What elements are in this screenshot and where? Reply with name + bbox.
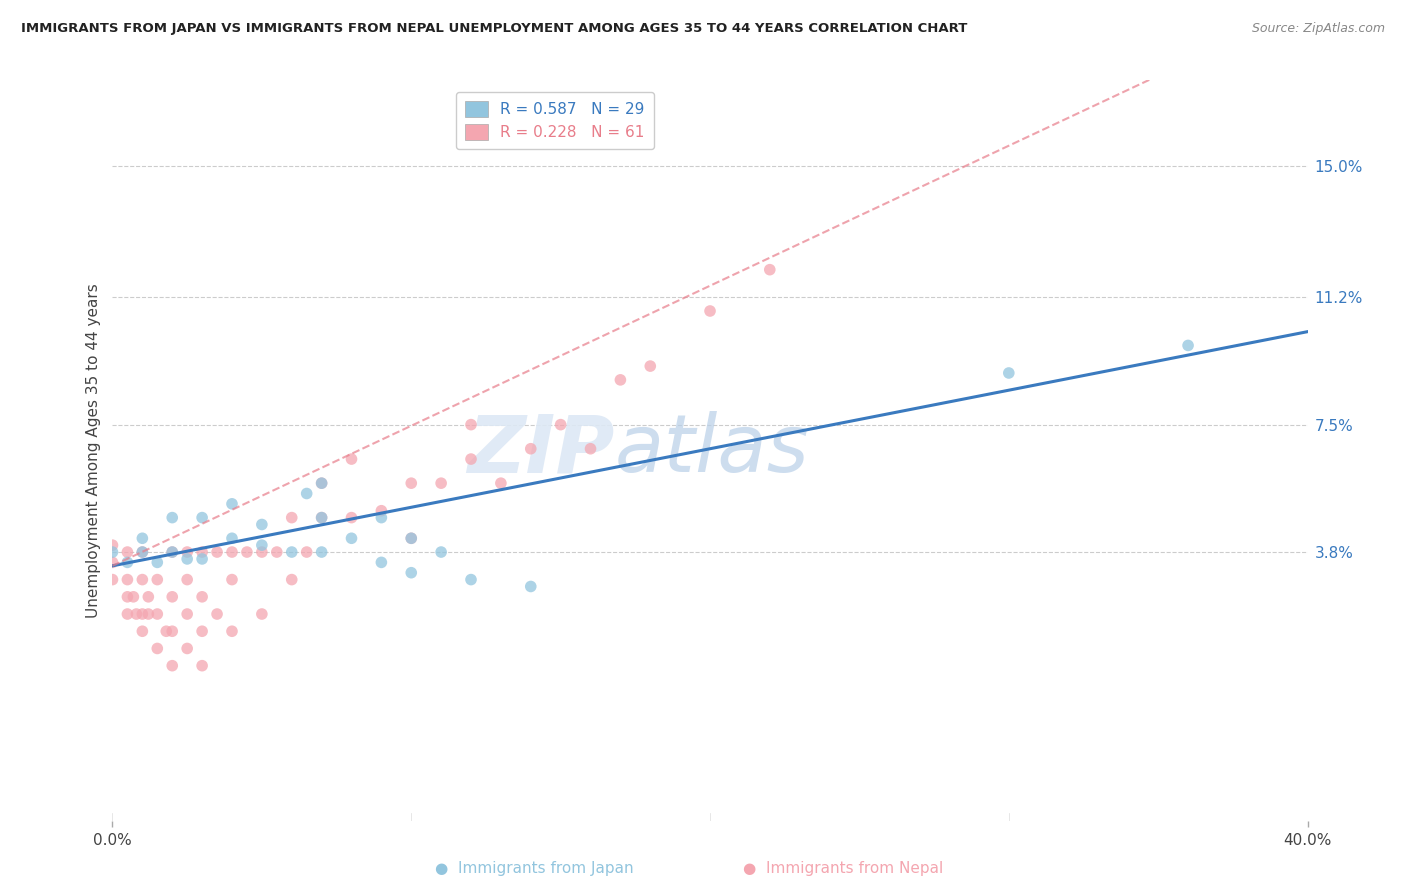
- Point: [162, 545, 183, 559]
- Point: [370, 555, 392, 569]
- Point: [221, 545, 243, 559]
- Point: [550, 417, 572, 432]
- Point: [311, 476, 333, 491]
- Point: [401, 531, 423, 545]
- Point: [131, 545, 153, 559]
- Text: ZIP: ZIP: [467, 411, 614, 490]
- Point: [401, 566, 423, 580]
- Point: [221, 531, 243, 545]
- Text: IMMIGRANTS FROM JAPAN VS IMMIGRANTS FROM NEPAL UNEMPLOYMENT AMONG AGES 35 TO 44 : IMMIGRANTS FROM JAPAN VS IMMIGRANTS FROM…: [21, 22, 967, 36]
- Point: [640, 359, 662, 373]
- Point: [146, 607, 169, 621]
- Point: [430, 476, 453, 491]
- Point: [191, 624, 214, 639]
- Point: [146, 555, 169, 569]
- Point: [250, 545, 273, 559]
- Point: [221, 497, 243, 511]
- Point: [191, 590, 214, 604]
- Point: [101, 538, 124, 552]
- Point: [205, 545, 228, 559]
- Point: [295, 545, 318, 559]
- Y-axis label: Unemployment Among Ages 35 to 44 years: Unemployment Among Ages 35 to 44 years: [86, 283, 101, 618]
- Point: [176, 573, 198, 587]
- Point: [155, 624, 177, 639]
- Point: [117, 607, 139, 621]
- Point: [131, 573, 153, 587]
- Point: [162, 658, 183, 673]
- Point: [340, 452, 363, 467]
- Point: [281, 510, 304, 524]
- Point: [266, 545, 288, 559]
- Point: [311, 510, 333, 524]
- Point: [295, 486, 318, 500]
- Point: [401, 531, 423, 545]
- Point: [162, 590, 183, 604]
- Point: [125, 607, 148, 621]
- Point: [176, 545, 198, 559]
- Point: [138, 590, 160, 604]
- Point: [138, 607, 160, 621]
- Point: [191, 545, 214, 559]
- Point: [221, 573, 243, 587]
- Point: [520, 442, 543, 456]
- Text: atlas: atlas: [614, 411, 810, 490]
- Text: ●  Immigrants from Japan: ● Immigrants from Japan: [434, 861, 634, 876]
- Text: ●  Immigrants from Nepal: ● Immigrants from Nepal: [744, 861, 943, 876]
- Point: [699, 304, 721, 318]
- Point: [117, 573, 139, 587]
- Point: [250, 538, 273, 552]
- Text: Source: ZipAtlas.com: Source: ZipAtlas.com: [1251, 22, 1385, 36]
- Point: [146, 573, 169, 587]
- Point: [489, 476, 512, 491]
- Point: [998, 366, 1021, 380]
- Point: [579, 442, 602, 456]
- Point: [131, 607, 153, 621]
- Point: [430, 545, 453, 559]
- Point: [370, 510, 392, 524]
- Point: [122, 590, 145, 604]
- Point: [162, 545, 183, 559]
- Point: [370, 504, 392, 518]
- Point: [520, 579, 543, 593]
- Point: [460, 452, 482, 467]
- Point: [131, 531, 153, 545]
- Point: [146, 641, 169, 656]
- Point: [250, 607, 273, 621]
- Point: [131, 624, 153, 639]
- Point: [101, 573, 124, 587]
- Point: [101, 555, 124, 569]
- Point: [117, 555, 139, 569]
- Point: [250, 517, 273, 532]
- Point: [311, 545, 333, 559]
- Point: [609, 373, 631, 387]
- Point: [311, 510, 333, 524]
- Point: [340, 510, 363, 524]
- Point: [191, 510, 214, 524]
- Legend: R = 0.587   N = 29, R = 0.228   N = 61: R = 0.587 N = 29, R = 0.228 N = 61: [456, 92, 654, 149]
- Point: [281, 573, 304, 587]
- Point: [281, 545, 304, 559]
- Point: [191, 552, 214, 566]
- Point: [162, 510, 183, 524]
- Point: [311, 476, 333, 491]
- Point: [117, 590, 139, 604]
- Point: [236, 545, 259, 559]
- Point: [191, 658, 214, 673]
- Point: [117, 545, 139, 559]
- Point: [340, 531, 363, 545]
- Point: [460, 573, 482, 587]
- Point: [1177, 338, 1199, 352]
- Point: [131, 545, 153, 559]
- Point: [205, 607, 228, 621]
- Point: [101, 545, 124, 559]
- Point: [162, 624, 183, 639]
- Point: [176, 552, 198, 566]
- Point: [221, 624, 243, 639]
- Point: [759, 262, 782, 277]
- Point: [460, 417, 482, 432]
- Point: [176, 641, 198, 656]
- Point: [176, 607, 198, 621]
- Point: [401, 476, 423, 491]
